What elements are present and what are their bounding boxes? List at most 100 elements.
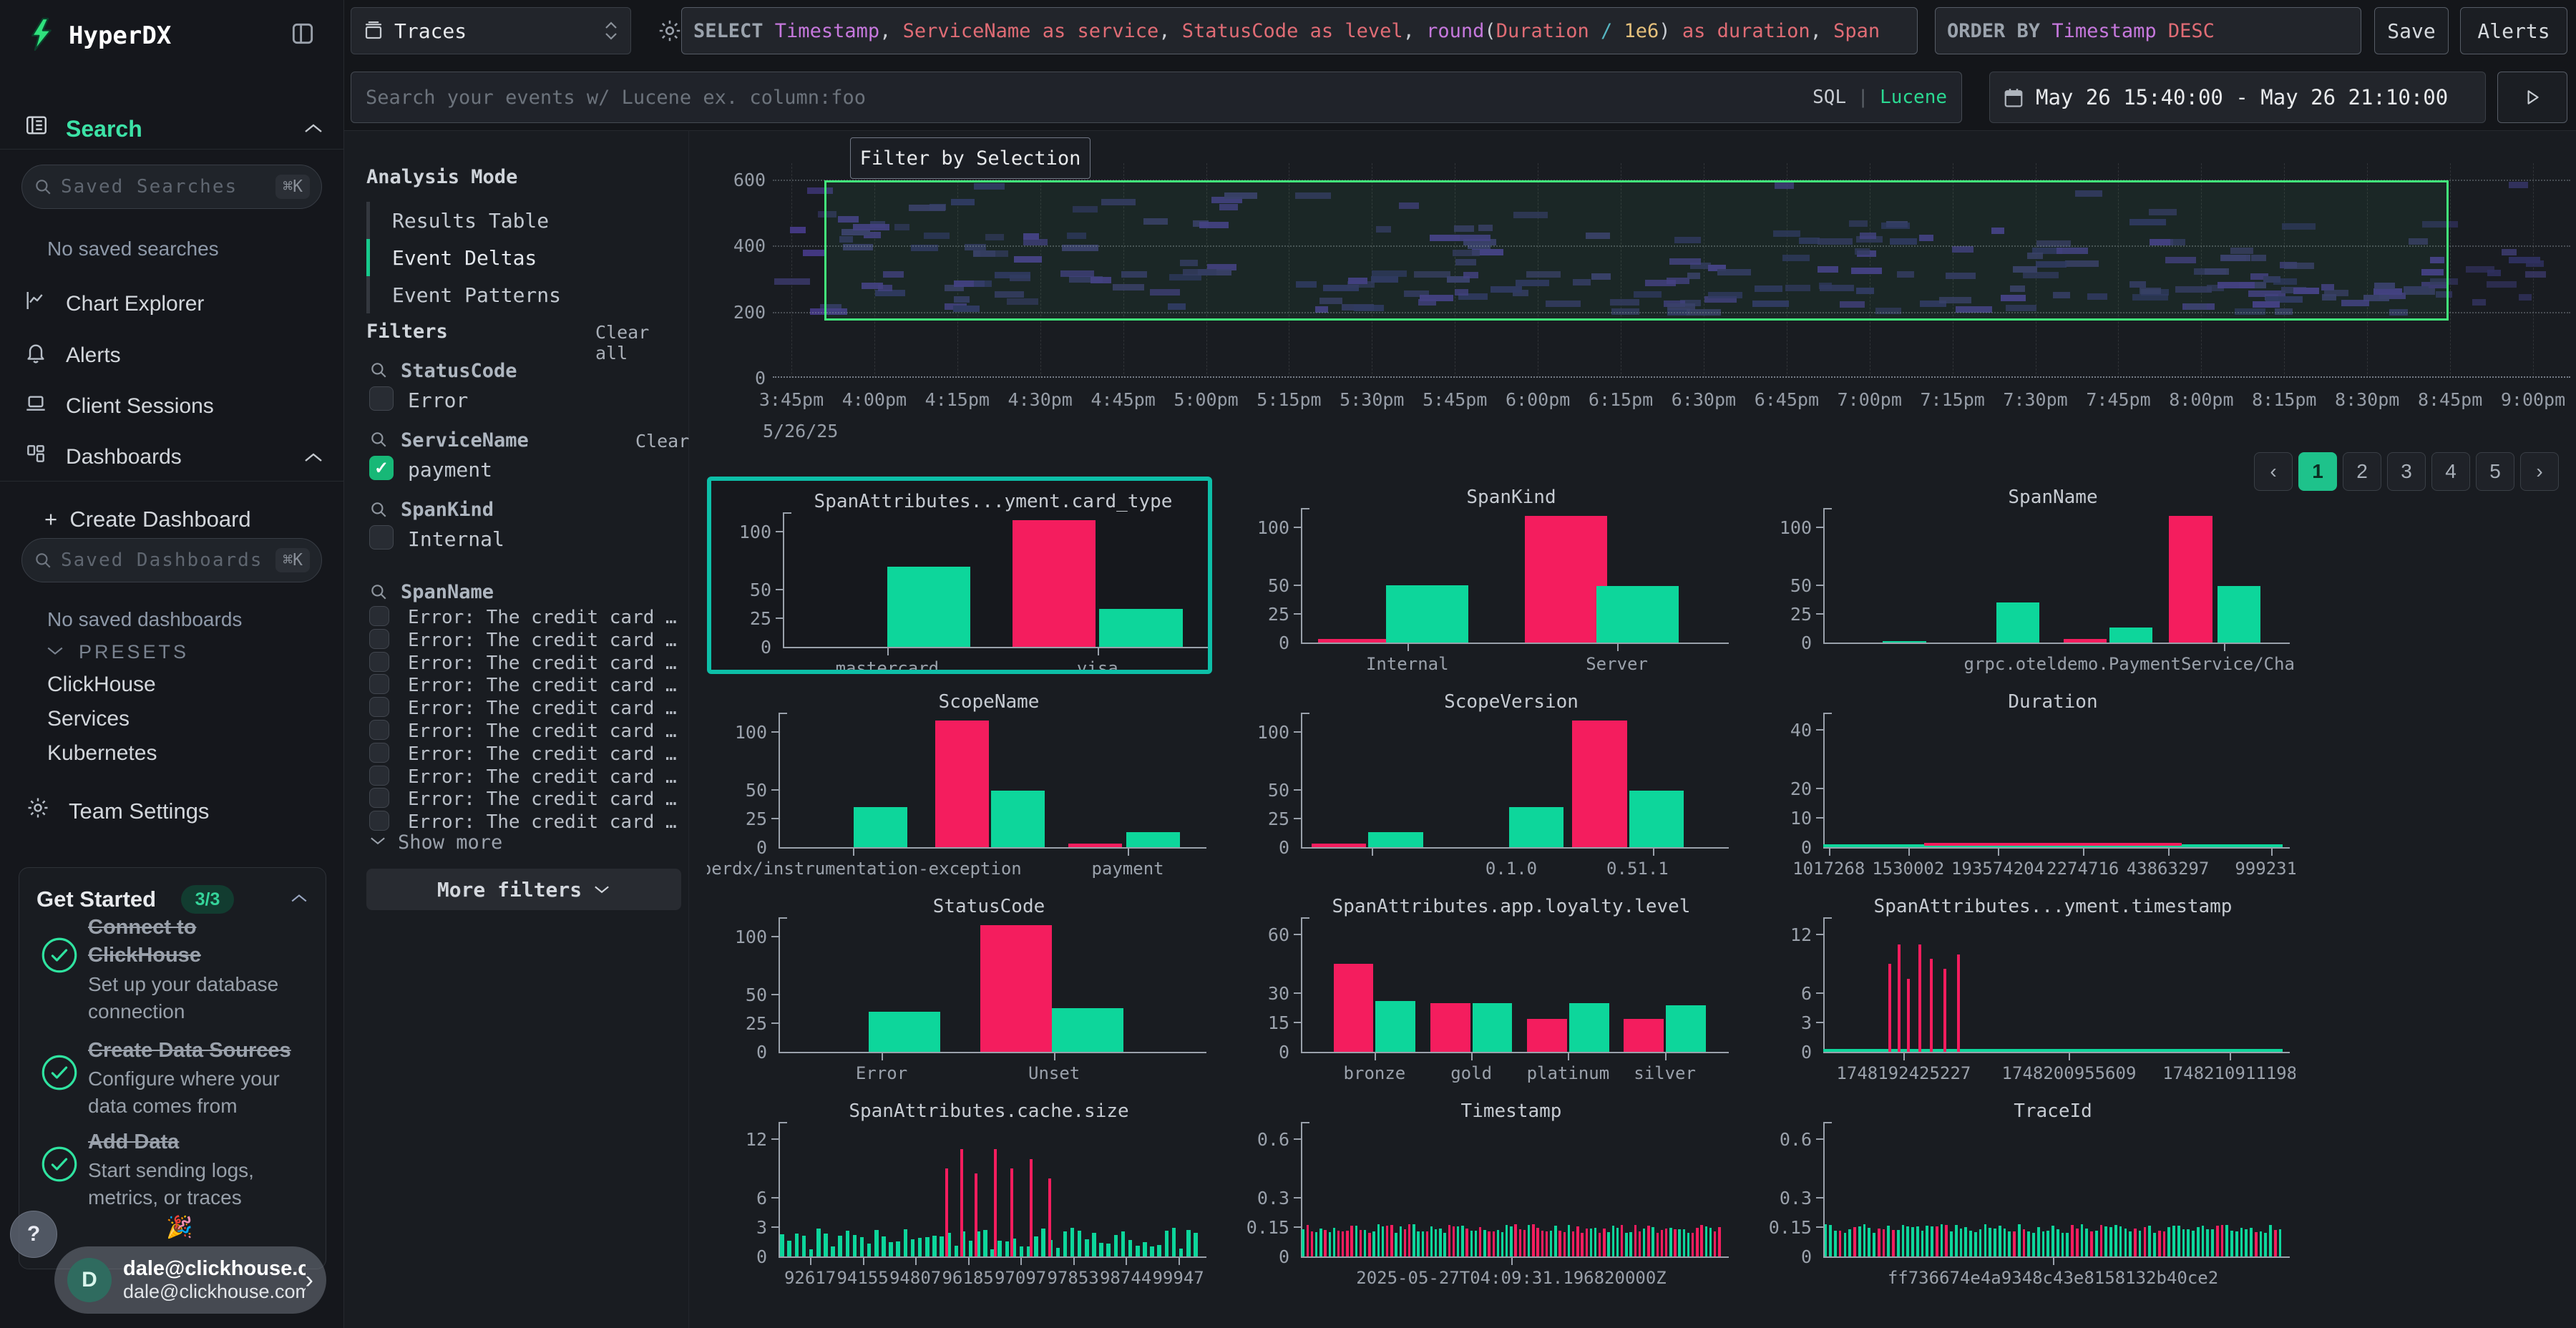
pagination-next[interactable]: ›	[2520, 452, 2559, 491]
filter-option-label[interactable]: Error: The credit card …	[408, 629, 677, 651]
filter-option-row[interactable]: Error: The credit card …	[369, 765, 677, 788]
chart-card[interactable]: SpanAttributes.app.loyalty.level 0 15 30 60 b…	[1229, 886, 1735, 1083]
sidebar-item-dashboards[interactable]: Dashboards	[66, 445, 182, 469]
chart-card[interactable]: SpanKind 0 25 50 100 Internal Server	[1229, 477, 1735, 674]
sql-select-editor[interactable]: SELECT Timestamp, ServiceName as service…	[681, 7, 1918, 54]
chart-card[interactable]: ScopeName 0 25 50 100 @hyperdx/instrumentatio…	[707, 681, 1212, 879]
mode-event-patterns[interactable]: Event Patterns	[392, 283, 562, 307]
user-account-chip[interactable]: D dale@clickhouse.com dale@clickhouse.co…	[54, 1246, 326, 1314]
filter-option-row[interactable]: Error: The credit card …	[369, 719, 677, 742]
filter-option-label[interactable]: Error: The credit card …	[408, 607, 677, 628]
filter-option-label[interactable]: Error: The credit card …	[408, 698, 677, 720]
preset-services[interactable]: Services	[47, 707, 130, 731]
filter-option-label[interactable]: Error: The credit card …	[408, 675, 677, 697]
sql-orderby-editor[interactable]: ORDER BY Timestamp DESC	[1935, 7, 2361, 54]
help-button[interactable]: ?	[10, 1211, 57, 1258]
filter-by-selection-button[interactable]: Filter by Selection	[850, 137, 1091, 179]
show-more-link[interactable]: Show more	[398, 831, 503, 854]
pagination-page-5[interactable]: 5	[2476, 452, 2514, 491]
lang-sql[interactable]: SQL	[1813, 87, 1847, 108]
more-filters-button[interactable]: More filters	[366, 869, 681, 910]
mode-event-deltas[interactable]: Event Deltas	[392, 246, 537, 270]
chevron-up-icon[interactable]	[303, 451, 323, 464]
filter-option-label[interactable]: Error: The credit card …	[408, 811, 677, 834]
filter-group-statuscode[interactable]: StatusCode	[401, 360, 517, 382]
preset-clickhouse[interactable]: ClickHouse	[47, 673, 156, 696]
pagination-page-2[interactable]: 2	[2343, 452, 2381, 491]
filter-option-row[interactable]: Error: The credit card …	[369, 696, 677, 719]
filter-option-label[interactable]: Error: The credit card …	[408, 720, 677, 742]
mode-results-table[interactable]: Results Table	[392, 209, 550, 233]
checkbox[interactable]	[369, 788, 389, 809]
checkbox-error[interactable]	[369, 386, 394, 411]
date-range-picker[interactable]: May 26 15:40:00 - May 26 21:10:00	[1989, 72, 2486, 123]
checkbox[interactable]	[369, 674, 389, 695]
filter-option-internal[interactable]: Internal	[408, 527, 504, 551]
filter-option-row[interactable]: Error: The credit card …	[369, 742, 677, 765]
preset-kubernetes[interactable]: Kubernetes	[47, 741, 157, 765]
filter-option-label[interactable]: Error: The credit card …	[408, 652, 677, 674]
checkbox[interactable]	[369, 765, 389, 786]
chevron-down-icon[interactable]	[46, 645, 64, 657]
lang-lucene[interactable]: Lucene	[1880, 87, 1947, 108]
filter-option-row[interactable]: Error: The credit card …	[369, 787, 677, 810]
collapse-sidebar-icon[interactable]	[289, 20, 316, 47]
filter-option-label[interactable]: Error: The credit card …	[408, 743, 677, 765]
chart-card[interactable]: SpanAttributes.cache.size 0 3 6 12 92617 94155…	[707, 1090, 1212, 1288]
duration-heatmap[interactable]	[773, 163, 2570, 378]
checkbox[interactable]	[369, 651, 389, 672]
clear-link[interactable]: Clear	[635, 431, 690, 451]
filter-option-row[interactable]: Error: The credit card …	[369, 605, 677, 628]
pagination-prev[interactable]: ‹	[2254, 452, 2293, 491]
presets-header[interactable]: PRESETS	[79, 641, 190, 663]
query-language-toggle[interactable]: SQL | Lucene	[1813, 87, 1947, 108]
saved-dashboards-input[interactable]: Saved Dashboards ⌘K	[21, 538, 322, 582]
step-title[interactable]: Connect to ClickHouse	[88, 916, 201, 967]
sidebar-item-alerts[interactable]: Alerts	[66, 343, 121, 367]
save-button[interactable]: Save	[2374, 7, 2449, 54]
filter-group-spanname[interactable]: SpanName	[401, 581, 494, 603]
chevron-up-icon[interactable]	[303, 122, 323, 135]
sidebar-item-chart-explorer[interactable]: Chart Explorer	[66, 292, 205, 316]
chart-card[interactable]: Duration 0 10 20 40 1017268 1530002 193574204 22…	[1752, 681, 2296, 879]
filter-option-row[interactable]: Error: The credit card …	[369, 673, 677, 696]
step-title[interactable]: Add Data	[88, 1131, 180, 1153]
checkbox[interactable]	[369, 606, 389, 626]
chart-card[interactable]: TraceId 0 0.15 0.3 0.6 ff736674e4a9348c43e815…	[1752, 1090, 2296, 1288]
checkbox[interactable]	[369, 628, 389, 649]
run-query-button[interactable]	[2497, 72, 2567, 123]
filter-option-payment[interactable]: payment	[408, 458, 493, 482]
filter-option-label[interactable]: Error: The credit card …	[408, 788, 677, 811]
sidebar-item-search[interactable]: Search	[66, 116, 142, 142]
chart-card[interactable]: StatusCode 0 25 50 100 Error Unset	[707, 886, 1212, 1083]
chart-card[interactable]: Timestamp 0 0.15 0.3 0.6 2025-05-27T04:09:31.…	[1229, 1090, 1735, 1288]
sidebar-item-team-settings[interactable]: Team Settings	[69, 799, 210, 824]
create-dashboard-button[interactable]: + Create Dashboard	[44, 507, 251, 532]
checkbox-payment-checked[interactable]: ✓	[369, 456, 394, 480]
saved-searches-input[interactable]: Saved Searches ⌘K	[21, 165, 322, 209]
pagination-page-4[interactable]: 4	[2431, 452, 2470, 491]
source-gear-icon[interactable]	[657, 18, 683, 44]
chart-card[interactable]: SpanAttributes...yment.timestamp 0 3 6 12 174…	[1752, 886, 2296, 1083]
checkbox[interactable]	[369, 742, 389, 763]
chart-card[interactable]: ScopeVersion 0 25 50 100 0.1.0 0.51.1	[1229, 681, 1735, 879]
source-selector[interactable]: Traces	[351, 7, 631, 54]
step-title[interactable]: Create Data Sources	[88, 1039, 291, 1062]
alerts-button[interactable]: Alerts	[2460, 7, 2567, 54]
pagination-page-3[interactable]: 3	[2387, 452, 2426, 491]
clear-all-link[interactable]: Clear all	[595, 322, 650, 363]
filter-group-spankind[interactable]: SpanKind	[401, 499, 494, 521]
heatmap-selection-rect[interactable]	[824, 180, 2449, 321]
filter-option-row[interactable]: Error: The credit card …	[369, 651, 677, 674]
checkbox[interactable]	[369, 697, 389, 718]
pagination-page-1[interactable]: 1	[2298, 452, 2337, 491]
checkbox-internal[interactable]	[369, 525, 394, 550]
filter-option-row[interactable]: Error: The credit card …	[369, 628, 677, 651]
filter-option-row[interactable]: Error: The credit card …	[369, 810, 677, 833]
chevron-up-icon[interactable]	[290, 892, 308, 904]
filter-option-label[interactable]: Error: The credit card …	[408, 766, 677, 788]
filter-option-error[interactable]: Error	[408, 389, 469, 412]
event-search-input[interactable]: Search your events w/ Lucene ex. column:…	[351, 72, 1962, 123]
sidebar-item-client-sessions[interactable]: Client Sessions	[66, 394, 214, 418]
chart-card[interactable]: SpanName 0 25 50 100 grpc.oteldemo.PaymentSer…	[1752, 477, 2296, 674]
